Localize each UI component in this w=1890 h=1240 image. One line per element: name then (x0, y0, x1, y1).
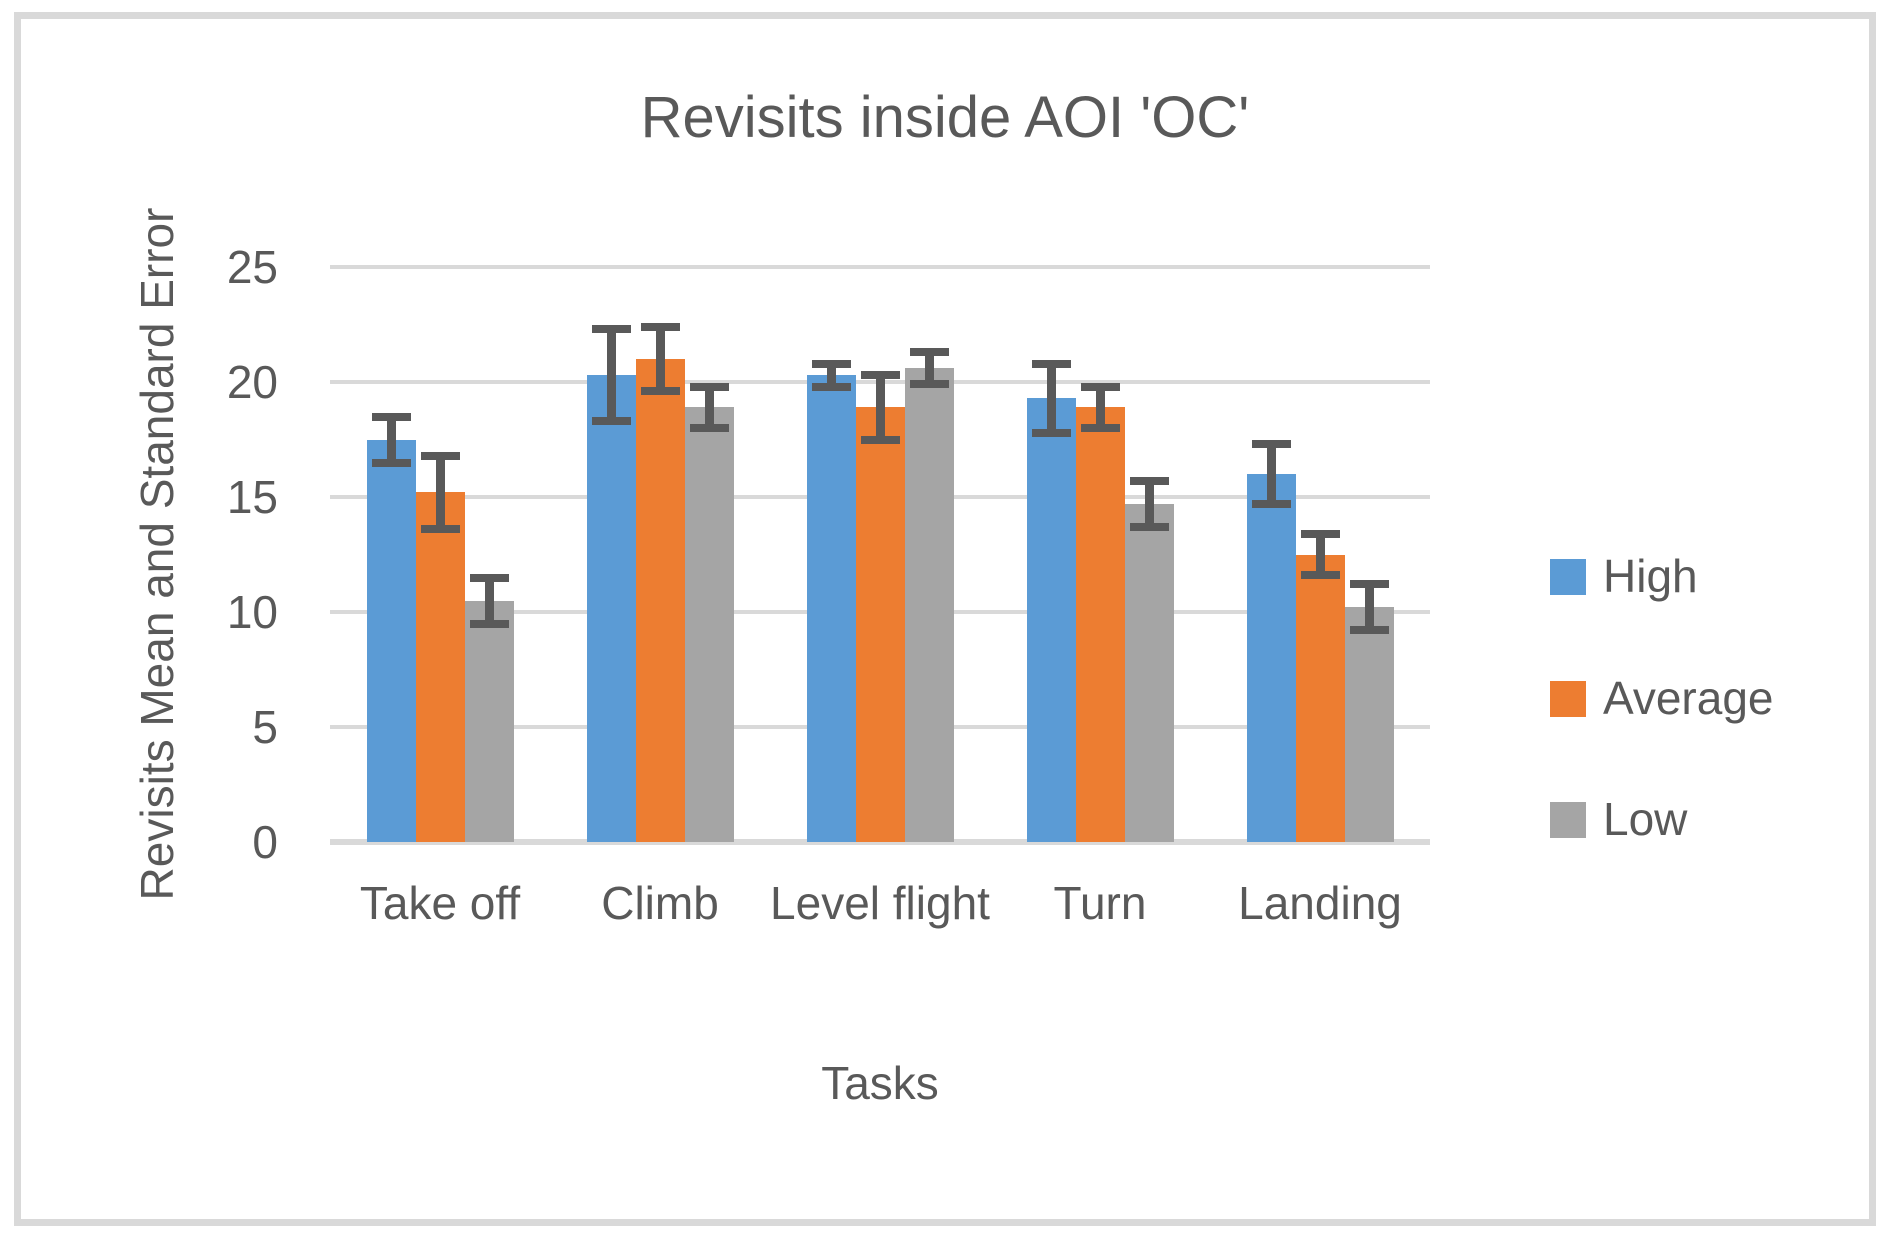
x-tick-label-level-flight: Level flight (770, 877, 990, 929)
bar-average-take-off (415, 492, 465, 842)
error-bar-average-turn-cap-top (1080, 382, 1120, 391)
gridline-25 (330, 265, 1430, 269)
error-bar-high-turn-line (1046, 363, 1056, 433)
y-tick-label-5: 5 (252, 701, 278, 753)
error-bar-high-level-flight-cap-bottom (811, 382, 851, 391)
error-bar-high-take-off-cap-top (371, 412, 411, 421)
error-bar-average-level-flight-line (875, 375, 885, 440)
chart-title: Revisits inside AOI 'OC' (640, 85, 1250, 150)
y-tick-label-20: 20 (226, 356, 278, 408)
error-bar-low-turn-line (1144, 480, 1154, 527)
error-bar-low-climb-cap-bottom (689, 424, 729, 432)
bar-low-climb (684, 407, 734, 842)
y-tick-label-10: 10 (226, 586, 278, 638)
error-bar-average-take-off-cap-top (420, 451, 460, 460)
error-bar-low-turn-cap-bottom (1129, 522, 1169, 531)
x-tick-label-climb: Climb (601, 877, 719, 929)
legend-swatch-high (1550, 559, 1586, 595)
x-axis-title: Tasks (821, 1057, 939, 1109)
error-bar-low-level-flight-cap-top (909, 348, 949, 357)
error-bar-average-take-off-line (435, 455, 445, 530)
error-bar-average-climb-line (655, 326, 665, 392)
bar-low-level-flight (904, 368, 954, 842)
legend-swatch-average (1550, 681, 1586, 717)
error-bar-low-turn-cap-top (1129, 476, 1169, 485)
error-bar-average-landing-cap-bottom (1300, 571, 1340, 580)
error-bar-average-climb-cap-bottom (640, 387, 680, 396)
error-bar-low-climb-line (704, 386, 714, 428)
error-bar-low-landing-cap-bottom (1349, 626, 1389, 635)
bar-low-turn (1124, 503, 1174, 842)
error-bar-average-climb-cap-top (640, 322, 680, 331)
legend-item-low: Low (1550, 793, 1850, 845)
error-bar-high-level-flight-cap-top (811, 359, 851, 368)
gridline-0 (330, 839, 1430, 845)
bar-high-turn (1026, 398, 1076, 842)
bar-high-climb (586, 375, 636, 842)
legend-label-average: Average (1603, 672, 1774, 724)
error-bar-high-take-off-line (386, 416, 396, 463)
error-bar-high-turn-cap-top (1031, 359, 1071, 368)
error-bar-low-landing-cap-top (1349, 580, 1389, 589)
error-bar-high-turn-cap-bottom (1031, 428, 1071, 437)
error-bar-average-take-off-cap-bottom (420, 525, 460, 534)
error-bar-low-take-off-line (484, 577, 494, 624)
bar-average-climb (635, 359, 685, 842)
error-bar-high-landing-line (1266, 444, 1276, 504)
legend-label-low: Low (1603, 793, 1688, 845)
error-bar-average-level-flight-cap-bottom (860, 435, 900, 444)
y-tick-label-15: 15 (226, 471, 278, 523)
error-bar-low-climb-cap-top (689, 382, 729, 391)
bar-average-turn (1075, 407, 1125, 842)
error-bar-high-climb-cap-top (591, 325, 631, 334)
bar-average-landing (1295, 554, 1345, 842)
error-bar-average-turn-line (1095, 386, 1105, 428)
error-bar-high-take-off-cap-bottom (371, 458, 411, 467)
x-tick-label-turn: Turn (1053, 877, 1147, 929)
legend-swatch-low (1550, 802, 1586, 838)
error-bar-high-landing-cap-bottom (1251, 499, 1291, 508)
error-bar-high-level-flight-line (826, 363, 836, 387)
error-bar-high-climb-cap-bottom (591, 417, 631, 426)
error-bar-average-turn-cap-bottom (1080, 424, 1120, 432)
error-bar-average-landing-line (1315, 533, 1325, 576)
error-bar-low-take-off-cap-top (469, 573, 509, 582)
bar-average-level-flight (855, 407, 905, 842)
bar-high-level-flight (806, 375, 856, 842)
legend-item-high: High (1550, 550, 1850, 602)
bar-low-take-off (464, 600, 514, 842)
x-tick-label-take-off: Take off (359, 877, 521, 929)
y-tick-label-25: 25 (226, 241, 278, 293)
error-bar-low-landing-line (1364, 584, 1374, 631)
bar-high-take-off (366, 439, 416, 842)
bar-high-landing (1246, 474, 1296, 842)
error-bar-high-landing-cap-top (1251, 440, 1291, 449)
y-axis-title: Revisits Mean and Standard Error (131, 207, 183, 901)
error-bar-average-landing-cap-top (1300, 529, 1340, 538)
legend-item-average: Average (1550, 672, 1850, 724)
error-bar-average-level-flight-cap-top (860, 371, 900, 380)
x-tick-label-landing: Landing (1238, 877, 1402, 929)
bar-low-landing (1344, 607, 1394, 842)
error-bar-low-level-flight-cap-bottom (909, 380, 949, 389)
error-bar-low-level-flight-line (924, 352, 934, 385)
legend-label-high: High (1603, 550, 1698, 602)
error-bar-high-climb-line (606, 329, 616, 422)
error-bar-low-take-off-cap-bottom (469, 619, 509, 628)
y-tick-label-0: 0 (252, 816, 278, 868)
